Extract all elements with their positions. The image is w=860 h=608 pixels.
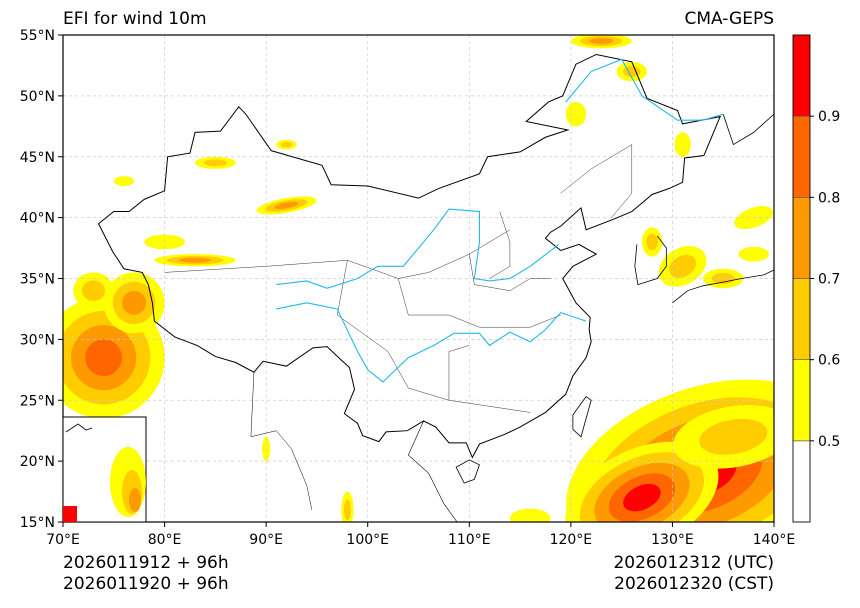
inset-coast: [65, 423, 93, 433]
efi-contour-level-2: [203, 159, 227, 167]
province-border: [397, 278, 561, 328]
efi-contour-level-1: [738, 246, 769, 262]
efi-contour-level-3: [179, 257, 212, 263]
x-tick-label: 70°E: [46, 532, 80, 548]
y-tick-label: 15°N: [20, 515, 55, 531]
colorbar-segment: [792, 359, 811, 442]
vietnam-coast: [407, 420, 458, 522]
efi-contour-level-1: [565, 101, 587, 127]
province-border: [448, 345, 470, 401]
y-tick-label: 40°N: [20, 211, 55, 227]
efi-contour-level-1: [262, 436, 271, 462]
japan-coast: [672, 269, 774, 304]
init-time-cst: 2026011920 + 96h: [63, 574, 229, 594]
province-border: [469, 254, 551, 291]
y-tick-label: 55°N: [20, 28, 55, 44]
colorbar-tick-label: 0.7: [818, 272, 840, 288]
y-tick-label: 50°N: [20, 89, 55, 105]
province-border: [164, 229, 511, 279]
efi-contour-level-2: [646, 233, 658, 251]
efi-contour-level-1: [674, 132, 691, 157]
init-time: 2026011912 + 96h 2026011920 + 96h: [63, 553, 229, 595]
x-tick-label: 130°E: [651, 532, 694, 548]
colorbar-segment: [792, 34, 811, 117]
x-tick-label: 140°E: [753, 532, 796, 548]
x-tick-label: 110°E: [448, 532, 491, 548]
inset-efi-fill: [129, 488, 141, 512]
colorbar-tick-label: 0.5: [818, 434, 840, 450]
province-border: [336, 260, 531, 413]
geography-layer: [97, 53, 774, 522]
efi-contour-level-2: [81, 280, 105, 302]
y-tick-label: 30°N: [20, 332, 55, 348]
chart-title: EFI for wind 10m: [63, 9, 207, 29]
colorbar-tick-label: 0.6: [818, 353, 840, 369]
south-china-sea-inset: [62, 416, 147, 523]
colorbar-tick-label: 0.8: [818, 190, 840, 206]
valid-time: 2026012312 (UTC) 2026012320 (CST): [613, 553, 774, 595]
colorbar-segment: [792, 115, 811, 198]
x-tick-label: 100°E: [346, 532, 389, 548]
colorbar-segment: [792, 440, 811, 523]
bay-of-bengal-coast: [250, 372, 313, 510]
colorbar-segment: [792, 278, 811, 360]
yangtze-river: [276, 302, 587, 383]
colorbar-segment: [792, 197, 811, 279]
province-border: [560, 144, 633, 218]
init-time-utc: 2026011912 + 96h: [63, 553, 229, 573]
y-tick-label: 45°N: [20, 150, 55, 166]
hainan-island: [455, 459, 480, 484]
efi-contour-level-2: [343, 499, 351, 521]
efi-contour-level-5: [623, 483, 661, 512]
axis-ticks: 70°E 80°E 90°E 100°E 110°E 120°E 130°E 140°E 15°…: [20, 28, 796, 548]
x-tick-label: 80°E: [148, 532, 182, 548]
province-border: [489, 211, 511, 279]
efi-contour-level-2: [699, 418, 768, 455]
efi-contour-level-1: [509, 508, 551, 522]
amur-river: [565, 58, 724, 121]
taiwan-island: [572, 396, 592, 438]
valid-time-utc: 2026012312 (UTC): [613, 553, 774, 573]
efi-contour-level-2: [280, 141, 293, 148]
gridlines: [63, 35, 774, 522]
china-border: [97, 53, 721, 459]
korea-coast: [634, 235, 667, 286]
colorbar: 0.5 0.6 0.7 0.8 0.9: [792, 34, 840, 523]
x-tick-label: 120°E: [550, 532, 593, 548]
efi-contour-level-1: [113, 176, 135, 186]
y-tick-label: 25°N: [20, 393, 55, 409]
yellow-river: [276, 208, 560, 289]
russia-coast: [722, 113, 774, 146]
valid-time-cst: 2026012320 (CST): [614, 574, 774, 594]
x-tick-label: 90°E: [249, 532, 283, 548]
efi-fill-layer: [63, 35, 774, 522]
efi-contour-level-3: [274, 201, 299, 209]
efi-contour-level-3: [122, 290, 147, 315]
y-tick-label: 20°N: [20, 454, 55, 470]
efi-contour-level-4: [85, 339, 123, 377]
efi-contour-level-2: [669, 254, 697, 278]
inset-efi-fill: [63, 506, 77, 522]
efi-contour-level-3: [589, 38, 614, 44]
y-tick-label: 35°N: [20, 272, 55, 288]
model-name: CMA-GEPS: [684, 9, 774, 29]
colorbar-tick-label: 0.9: [818, 109, 840, 125]
